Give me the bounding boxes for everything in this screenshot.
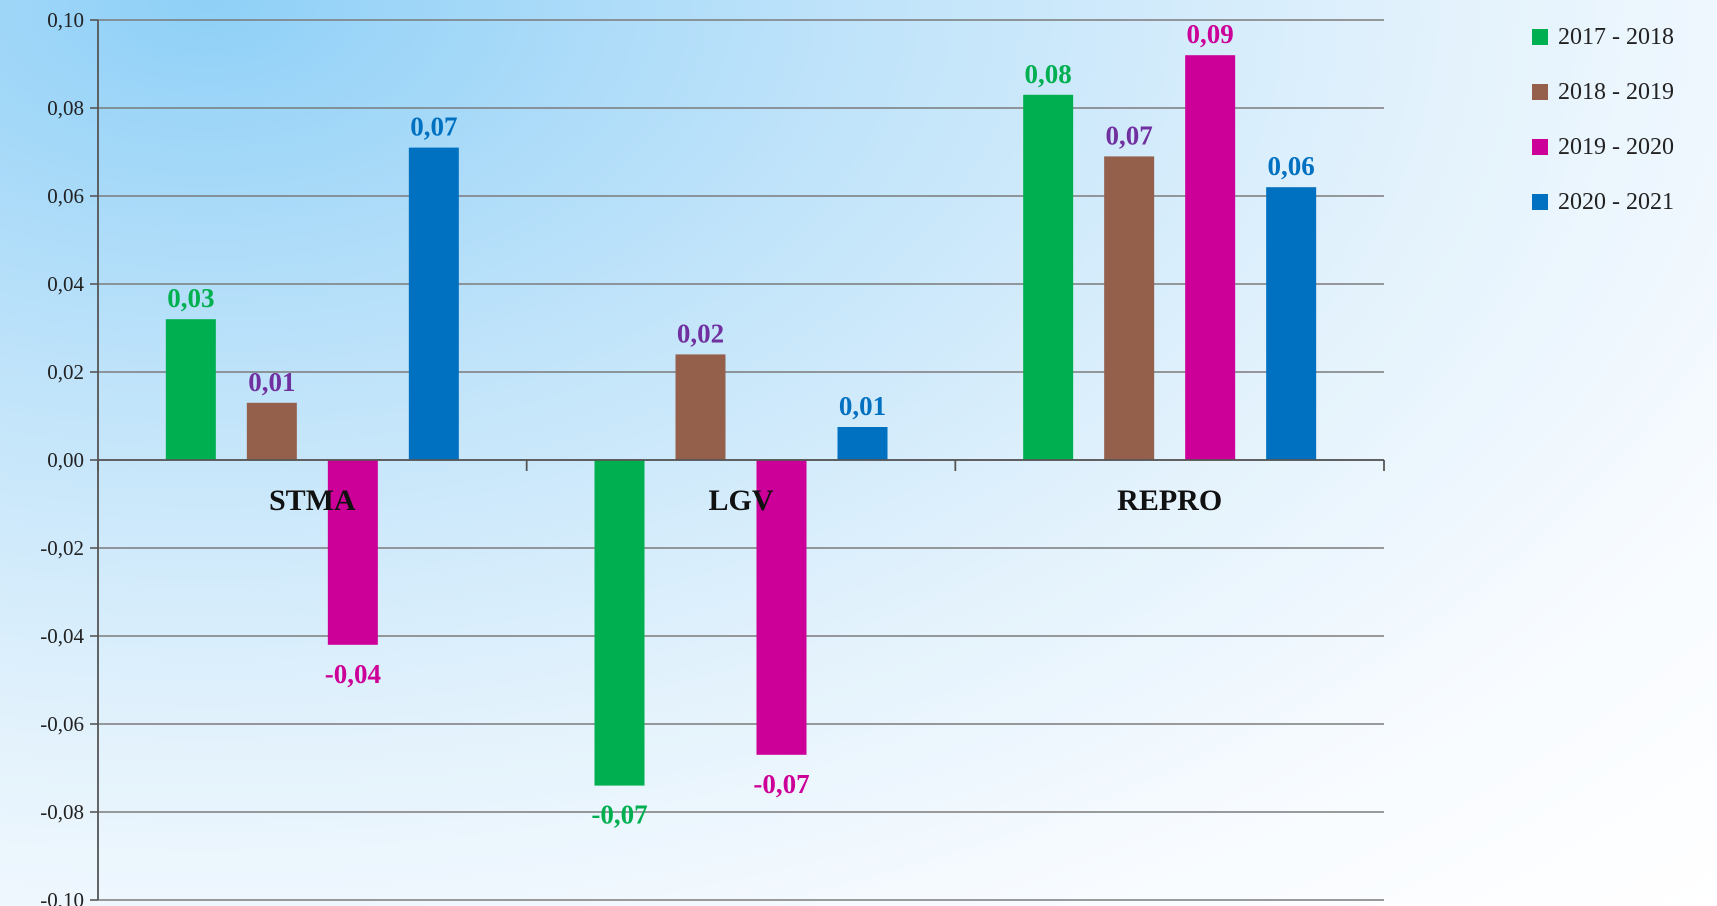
data-label: 0,01 <box>839 391 886 421</box>
data-label: 0,07 <box>410 112 457 142</box>
data-label: -0,07 <box>591 800 647 830</box>
data-label: 0,07 <box>1106 120 1153 150</box>
y-tick-label: 0,10 <box>47 8 84 32</box>
category-labels: STMA LGV REPRO <box>269 484 1222 517</box>
bar <box>594 460 645 786</box>
data-labels: 0,03 0,01 -0,04 0,07 -0,07 0,02 -0,07 0,01 0,08 0… <box>167 19 1315 829</box>
axes <box>97 20 1385 900</box>
y-tick-label: 0,02 <box>47 360 84 384</box>
legend: 2017 - 2018 2018 - 2019 2019 - 2020 2020 - … <box>1532 24 1674 215</box>
y-tick-label: -0,06 <box>40 712 84 736</box>
bars <box>165 55 1317 786</box>
bar <box>1266 187 1317 460</box>
y-tick-label: 0,04 <box>47 272 84 296</box>
legend-label: 2018 - 2019 <box>1558 79 1674 105</box>
y-tick-label: -0,10 <box>40 888 84 906</box>
legend-swatch <box>1532 194 1548 210</box>
data-label: -0,07 <box>753 769 809 799</box>
bar <box>756 460 807 755</box>
category-label: REPRO <box>1117 484 1222 517</box>
data-label: 0,03 <box>167 283 214 313</box>
y-tick-label: -0,04 <box>40 624 84 648</box>
data-label: 0,06 <box>1268 151 1315 181</box>
data-label: 0,09 <box>1187 19 1234 49</box>
y-axis-ticks: 0,10 0,08 0,06 0,04 0,02 0,00 -0,02 -0,04 -0,06 -… <box>40 8 98 906</box>
bar <box>1023 94 1074 461</box>
legend-swatch <box>1532 29 1548 45</box>
bar <box>246 402 297 460</box>
data-label: 0,08 <box>1025 59 1072 89</box>
category-label: STMA <box>269 484 356 517</box>
bar <box>837 427 888 460</box>
legend-swatch <box>1532 84 1548 100</box>
bar <box>408 147 459 460</box>
data-label: 0,01 <box>248 367 295 397</box>
legend-label: 2017 - 2018 <box>1558 24 1674 50</box>
legend-label: 2019 - 2020 <box>1558 134 1674 160</box>
y-tick-label: -0,02 <box>40 536 84 560</box>
bar <box>675 354 726 460</box>
y-tick-label: 0,06 <box>47 184 84 208</box>
legend-swatch <box>1532 139 1548 155</box>
bar <box>1104 156 1155 460</box>
y-tick-label: 0,08 <box>47 96 84 120</box>
y-tick-label: -0,08 <box>40 800 84 824</box>
y-tick-label: 0,00 <box>47 448 84 472</box>
legend-label: 2020 - 2021 <box>1558 189 1674 215</box>
bar <box>165 319 216 460</box>
bar <box>1185 55 1236 460</box>
data-label: 0,02 <box>677 318 724 348</box>
category-label: LGV <box>708 484 773 517</box>
data-label: -0,04 <box>325 659 381 689</box>
bar <box>327 460 378 645</box>
